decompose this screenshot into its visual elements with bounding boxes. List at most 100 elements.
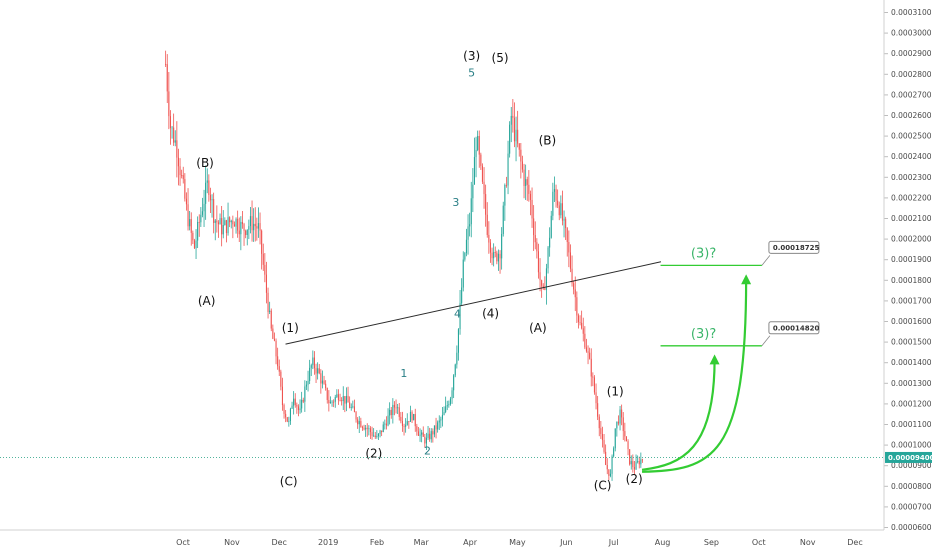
candle-body [531, 199, 533, 219]
candle-body [265, 274, 267, 293]
projection-arrow-1 [641, 354, 720, 471]
wave-label: (A) [529, 321, 547, 335]
candle-body [601, 433, 603, 441]
candle-body [281, 386, 283, 406]
candle-body [344, 396, 346, 404]
target-label: (3)? [691, 327, 716, 342]
candle-body [625, 436, 627, 442]
candle-body [248, 226, 250, 230]
candle-body [453, 375, 455, 391]
candle-body [624, 431, 626, 437]
candle-body [421, 432, 423, 435]
candle-body [341, 400, 343, 402]
candle-body [437, 422, 439, 430]
candle-body [462, 259, 464, 288]
candle-body [422, 432, 424, 437]
candle-body [499, 253, 501, 259]
candle-body [325, 383, 327, 389]
candle-body [485, 194, 487, 215]
candle-body [400, 416, 402, 422]
candle-body [251, 216, 253, 231]
candle-body [473, 157, 475, 185]
candle-body [491, 252, 493, 259]
candle-body [297, 406, 299, 411]
candle-body [245, 230, 247, 235]
candle-body [387, 415, 389, 426]
candle-body [371, 432, 373, 436]
candle-body [259, 223, 261, 231]
candle-body [616, 421, 618, 429]
y-axis: 0.00031000 0.00030000 0.00029000 0.00028000… [884, 8, 932, 532]
x-tick-label: May [509, 538, 526, 547]
candle-body [606, 464, 608, 470]
candle-body [549, 237, 551, 248]
subwave-label: 1 [400, 367, 407, 380]
y-tick-label: 0.00030000 [891, 29, 932, 38]
candle-body [568, 242, 570, 253]
candle-body [536, 242, 538, 252]
candle-body [627, 441, 629, 450]
candle-body [243, 224, 245, 231]
candle-body [622, 417, 624, 432]
y-tick-label: 0.00016000 [891, 317, 932, 326]
candle-body [227, 217, 229, 234]
y-tick-label: 0.00006000 [891, 523, 932, 532]
x-tick-label: Oct [176, 538, 190, 547]
candle-body [376, 436, 378, 438]
candle-body [438, 420, 440, 423]
x-tick-label: Feb [370, 538, 384, 547]
target-label: (3)? [691, 246, 716, 261]
y-tick-label: 0.00009000 [891, 461, 932, 470]
wave-label: (C) [280, 474, 298, 488]
candle-body [382, 424, 384, 433]
candle-body [493, 252, 495, 259]
candle-body [456, 352, 458, 365]
y-tick-label: 0.00031000 [891, 8, 932, 17]
candle-body [328, 399, 330, 404]
candle-body [203, 203, 205, 212]
candle-body [589, 352, 591, 359]
candle-body [333, 401, 335, 403]
wave-label: (C) [594, 478, 612, 492]
candle-body [213, 199, 215, 223]
candle-body [413, 414, 415, 421]
candle-body [197, 221, 199, 241]
candle-body [478, 135, 480, 155]
candle-body [571, 268, 573, 284]
candle-body [576, 297, 578, 316]
candle-body [278, 366, 280, 372]
candle-body [613, 448, 615, 457]
candle-body [403, 426, 405, 427]
candle-body [273, 338, 275, 341]
candle-body [581, 322, 583, 329]
candle-body [206, 180, 208, 183]
candle-body [302, 399, 304, 402]
candle-body [374, 435, 376, 438]
candle-body [489, 242, 491, 253]
candle-body [408, 421, 410, 422]
candle-body [405, 424, 407, 427]
candle-body [424, 436, 426, 444]
candle-body [350, 407, 352, 408]
candle-body [193, 240, 195, 249]
candle-body [630, 461, 632, 465]
trendline[interactable] [285, 261, 662, 345]
candle-body [541, 280, 543, 286]
candle-body [384, 423, 386, 425]
candle-body [555, 189, 557, 201]
candle-body [585, 347, 587, 352]
candle-body [529, 193, 531, 200]
candle-body [209, 194, 211, 201]
candle-body [326, 388, 328, 400]
y-tick-label: 0.00011000 [891, 420, 932, 429]
target-callout-value: 0.00014820 [773, 324, 820, 332]
candle-body [523, 169, 525, 187]
candle-body [168, 91, 170, 117]
y-tick-label: 0.00014000 [891, 358, 932, 367]
candle-body [512, 115, 514, 118]
candle-body [640, 459, 642, 465]
candle-body [563, 218, 565, 221]
candle-body [321, 380, 323, 384]
candle-body [192, 232, 194, 241]
